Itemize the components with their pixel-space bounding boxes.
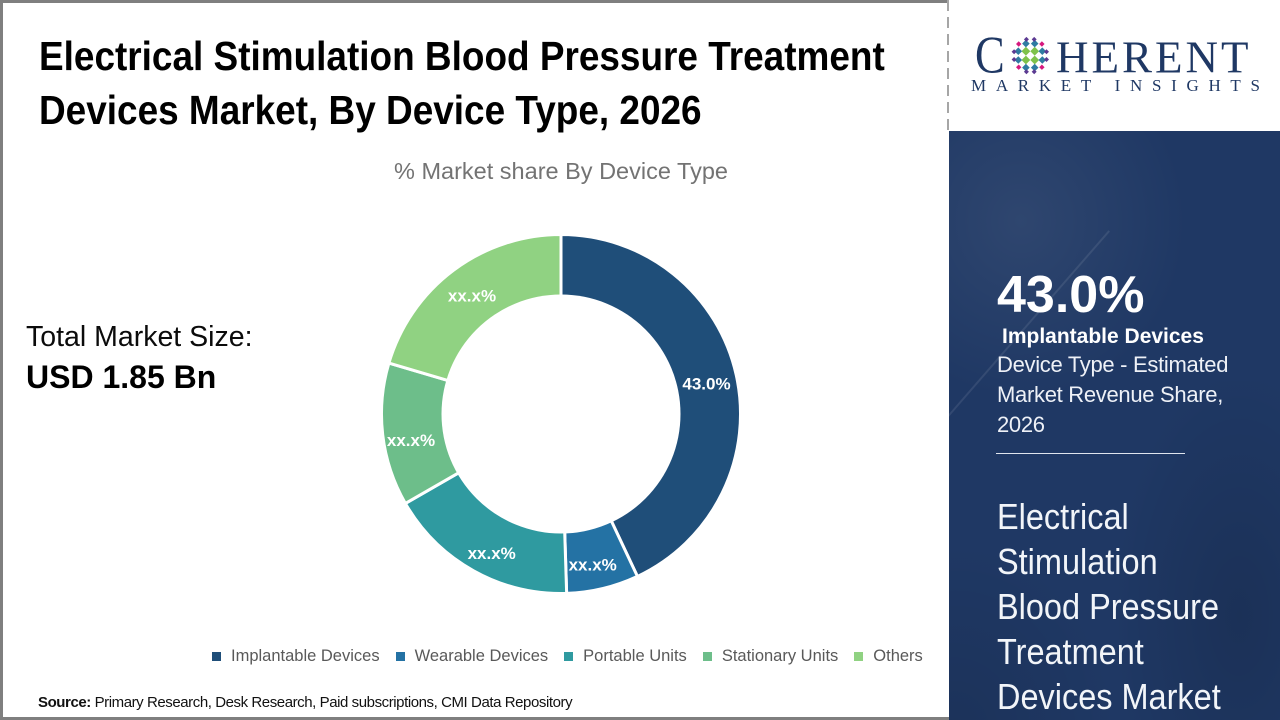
svg-text:xx.x%: xx.x% [387,431,435,450]
svg-text:43.0%: 43.0% [682,375,730,394]
svg-text:xx.x%: xx.x% [448,287,496,306]
svg-text:C: C [975,25,1005,85]
svg-text:xx.x%: xx.x% [569,556,617,575]
svg-text:MARKET INSIGHTS: MARKET INSIGHTS [971,76,1270,95]
svg-text:xx.x%: xx.x% [468,544,516,563]
svg-text:HERENT: HERENT [1056,33,1251,83]
